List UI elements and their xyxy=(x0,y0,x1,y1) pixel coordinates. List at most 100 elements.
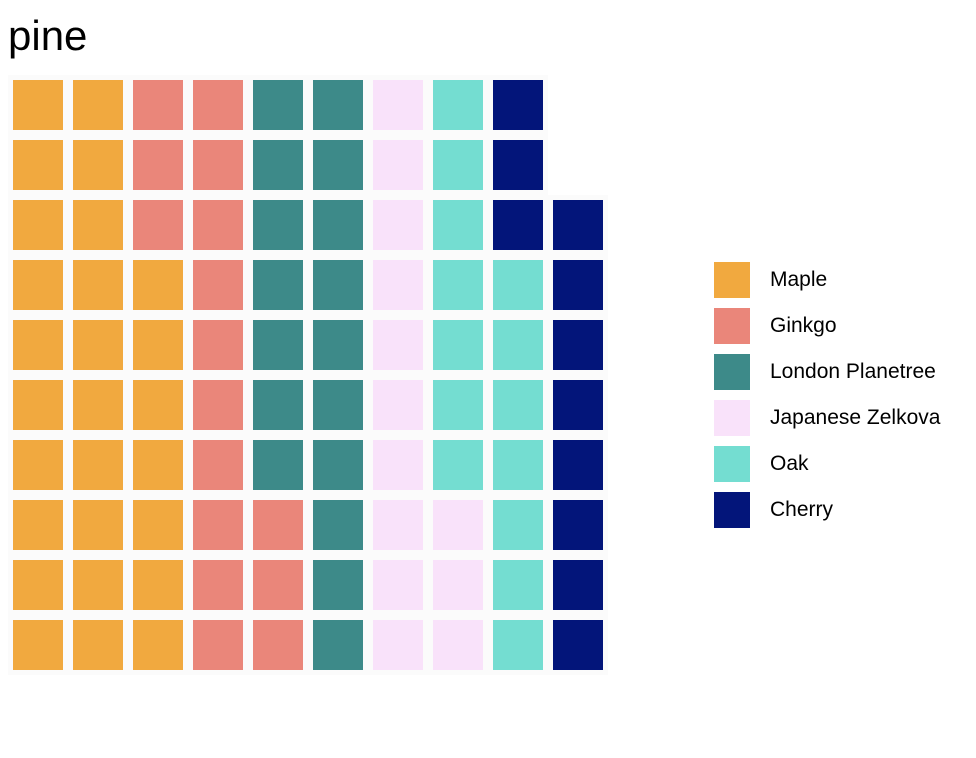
waffle-square-ginkgo xyxy=(193,620,243,670)
waffle-square-ginkgo xyxy=(133,80,183,130)
waffle-square-oak xyxy=(433,320,483,370)
legend-item: London Planetree xyxy=(714,354,974,390)
waffle-square-london-planetree xyxy=(253,440,303,490)
waffle-square-oak xyxy=(433,380,483,430)
legend-swatch xyxy=(714,308,750,344)
waffle-square-london-planetree xyxy=(253,80,303,130)
legend-swatch xyxy=(714,400,750,436)
waffle-square-cherry xyxy=(553,440,603,490)
waffle-square-maple xyxy=(73,260,123,310)
waffle-square-ginkgo xyxy=(193,380,243,430)
waffle-square-london-planetree xyxy=(313,620,363,670)
waffle-square-ginkgo xyxy=(193,80,243,130)
waffle-square-cherry xyxy=(493,200,543,250)
waffle-square-japanese-zelkova xyxy=(373,260,423,310)
waffle-square-oak xyxy=(433,80,483,130)
waffle-square-london-planetree xyxy=(313,200,363,250)
legend-swatch xyxy=(714,492,750,528)
waffle-square-maple xyxy=(73,440,123,490)
waffle-square-maple xyxy=(133,620,183,670)
waffle-square-ginkgo xyxy=(193,500,243,550)
waffle-square-japanese-zelkova xyxy=(373,620,423,670)
legend-swatch xyxy=(714,446,750,482)
waffle-square-maple xyxy=(13,500,63,550)
waffle-square-london-planetree xyxy=(253,260,303,310)
waffle-square-maple xyxy=(13,320,63,370)
waffle-square-maple xyxy=(73,80,123,130)
waffle-square-maple xyxy=(73,500,123,550)
waffle-square-london-planetree xyxy=(253,200,303,250)
waffle-square-london-planetree xyxy=(313,380,363,430)
legend-item: Oak xyxy=(714,446,974,482)
waffle-square-maple xyxy=(13,140,63,190)
waffle-square-london-planetree xyxy=(313,560,363,610)
waffle-square-oak xyxy=(493,380,543,430)
waffle-square-london-planetree xyxy=(253,380,303,430)
waffle-square-oak xyxy=(433,440,483,490)
waffle-square-ginkgo xyxy=(253,620,303,670)
legend-item: Maple xyxy=(714,262,974,298)
waffle-square-maple xyxy=(73,560,123,610)
waffle-square-japanese-zelkova xyxy=(373,320,423,370)
waffle-square-japanese-zelkova xyxy=(373,440,423,490)
legend-label: London Planetree xyxy=(770,360,936,383)
chart-title: pine xyxy=(8,12,88,59)
waffle-square-london-planetree xyxy=(313,500,363,550)
waffle-square-maple xyxy=(133,320,183,370)
waffle-square-ginkgo xyxy=(133,200,183,250)
waffle-square-london-planetree xyxy=(313,140,363,190)
legend-item: Ginkgo xyxy=(714,308,974,344)
waffle-square-ginkgo xyxy=(193,440,243,490)
waffle-square-cherry xyxy=(553,380,603,430)
waffle-square-maple xyxy=(13,380,63,430)
waffle-square-maple xyxy=(133,500,183,550)
waffle-square-cherry xyxy=(553,320,603,370)
waffle-square-cherry xyxy=(553,500,603,550)
waffle-square-oak xyxy=(433,200,483,250)
waffle-square-japanese-zelkova xyxy=(373,140,423,190)
legend-label: Maple xyxy=(770,268,828,291)
waffle-square-ginkgo xyxy=(253,500,303,550)
waffle-square-maple xyxy=(73,380,123,430)
waffle-square-japanese-zelkova xyxy=(433,500,483,550)
waffle-square-london-planetree xyxy=(313,320,363,370)
waffle-square-oak xyxy=(493,260,543,310)
waffle-square-ginkgo xyxy=(133,140,183,190)
legend-swatch xyxy=(714,354,750,390)
waffle-square-ginkgo xyxy=(193,140,243,190)
waffle-square-maple xyxy=(73,320,123,370)
waffle-square-maple xyxy=(73,200,123,250)
legend-label: Oak xyxy=(770,452,809,475)
waffle-square-maple xyxy=(13,80,63,130)
waffle-square-ginkgo xyxy=(193,560,243,610)
waffle-square-oak xyxy=(493,560,543,610)
waffle-square-cherry xyxy=(553,620,603,670)
waffle-square-cherry xyxy=(553,200,603,250)
waffle-square-london-planetree xyxy=(313,440,363,490)
legend-item: Cherry xyxy=(714,492,974,528)
waffle-square-maple xyxy=(133,560,183,610)
waffle-square-oak xyxy=(433,140,483,190)
waffle-square-oak xyxy=(493,440,543,490)
waffle-square-london-planetree xyxy=(313,260,363,310)
waffle-square-japanese-zelkova xyxy=(373,560,423,610)
waffle-square-japanese-zelkova xyxy=(433,560,483,610)
waffle-square-oak xyxy=(493,620,543,670)
waffle-square-japanese-zelkova xyxy=(373,380,423,430)
waffle-square-japanese-zelkova xyxy=(433,620,483,670)
legend-label: Japanese Zelkova xyxy=(770,406,941,429)
waffle-square-oak xyxy=(493,500,543,550)
waffle-square-cherry xyxy=(553,260,603,310)
waffle-square-cherry xyxy=(553,560,603,610)
waffle-square-maple xyxy=(13,620,63,670)
waffle-square-maple xyxy=(133,440,183,490)
waffle-square-london-planetree xyxy=(253,140,303,190)
waffle-square-japanese-zelkova xyxy=(373,500,423,550)
waffle-square-ginkgo xyxy=(193,260,243,310)
waffle-square-maple xyxy=(13,200,63,250)
waffle-square-london-planetree xyxy=(313,80,363,130)
waffle-square-maple xyxy=(13,440,63,490)
waffle-square-ginkgo xyxy=(253,560,303,610)
waffle-square-oak xyxy=(433,260,483,310)
waffle-square-oak xyxy=(493,320,543,370)
